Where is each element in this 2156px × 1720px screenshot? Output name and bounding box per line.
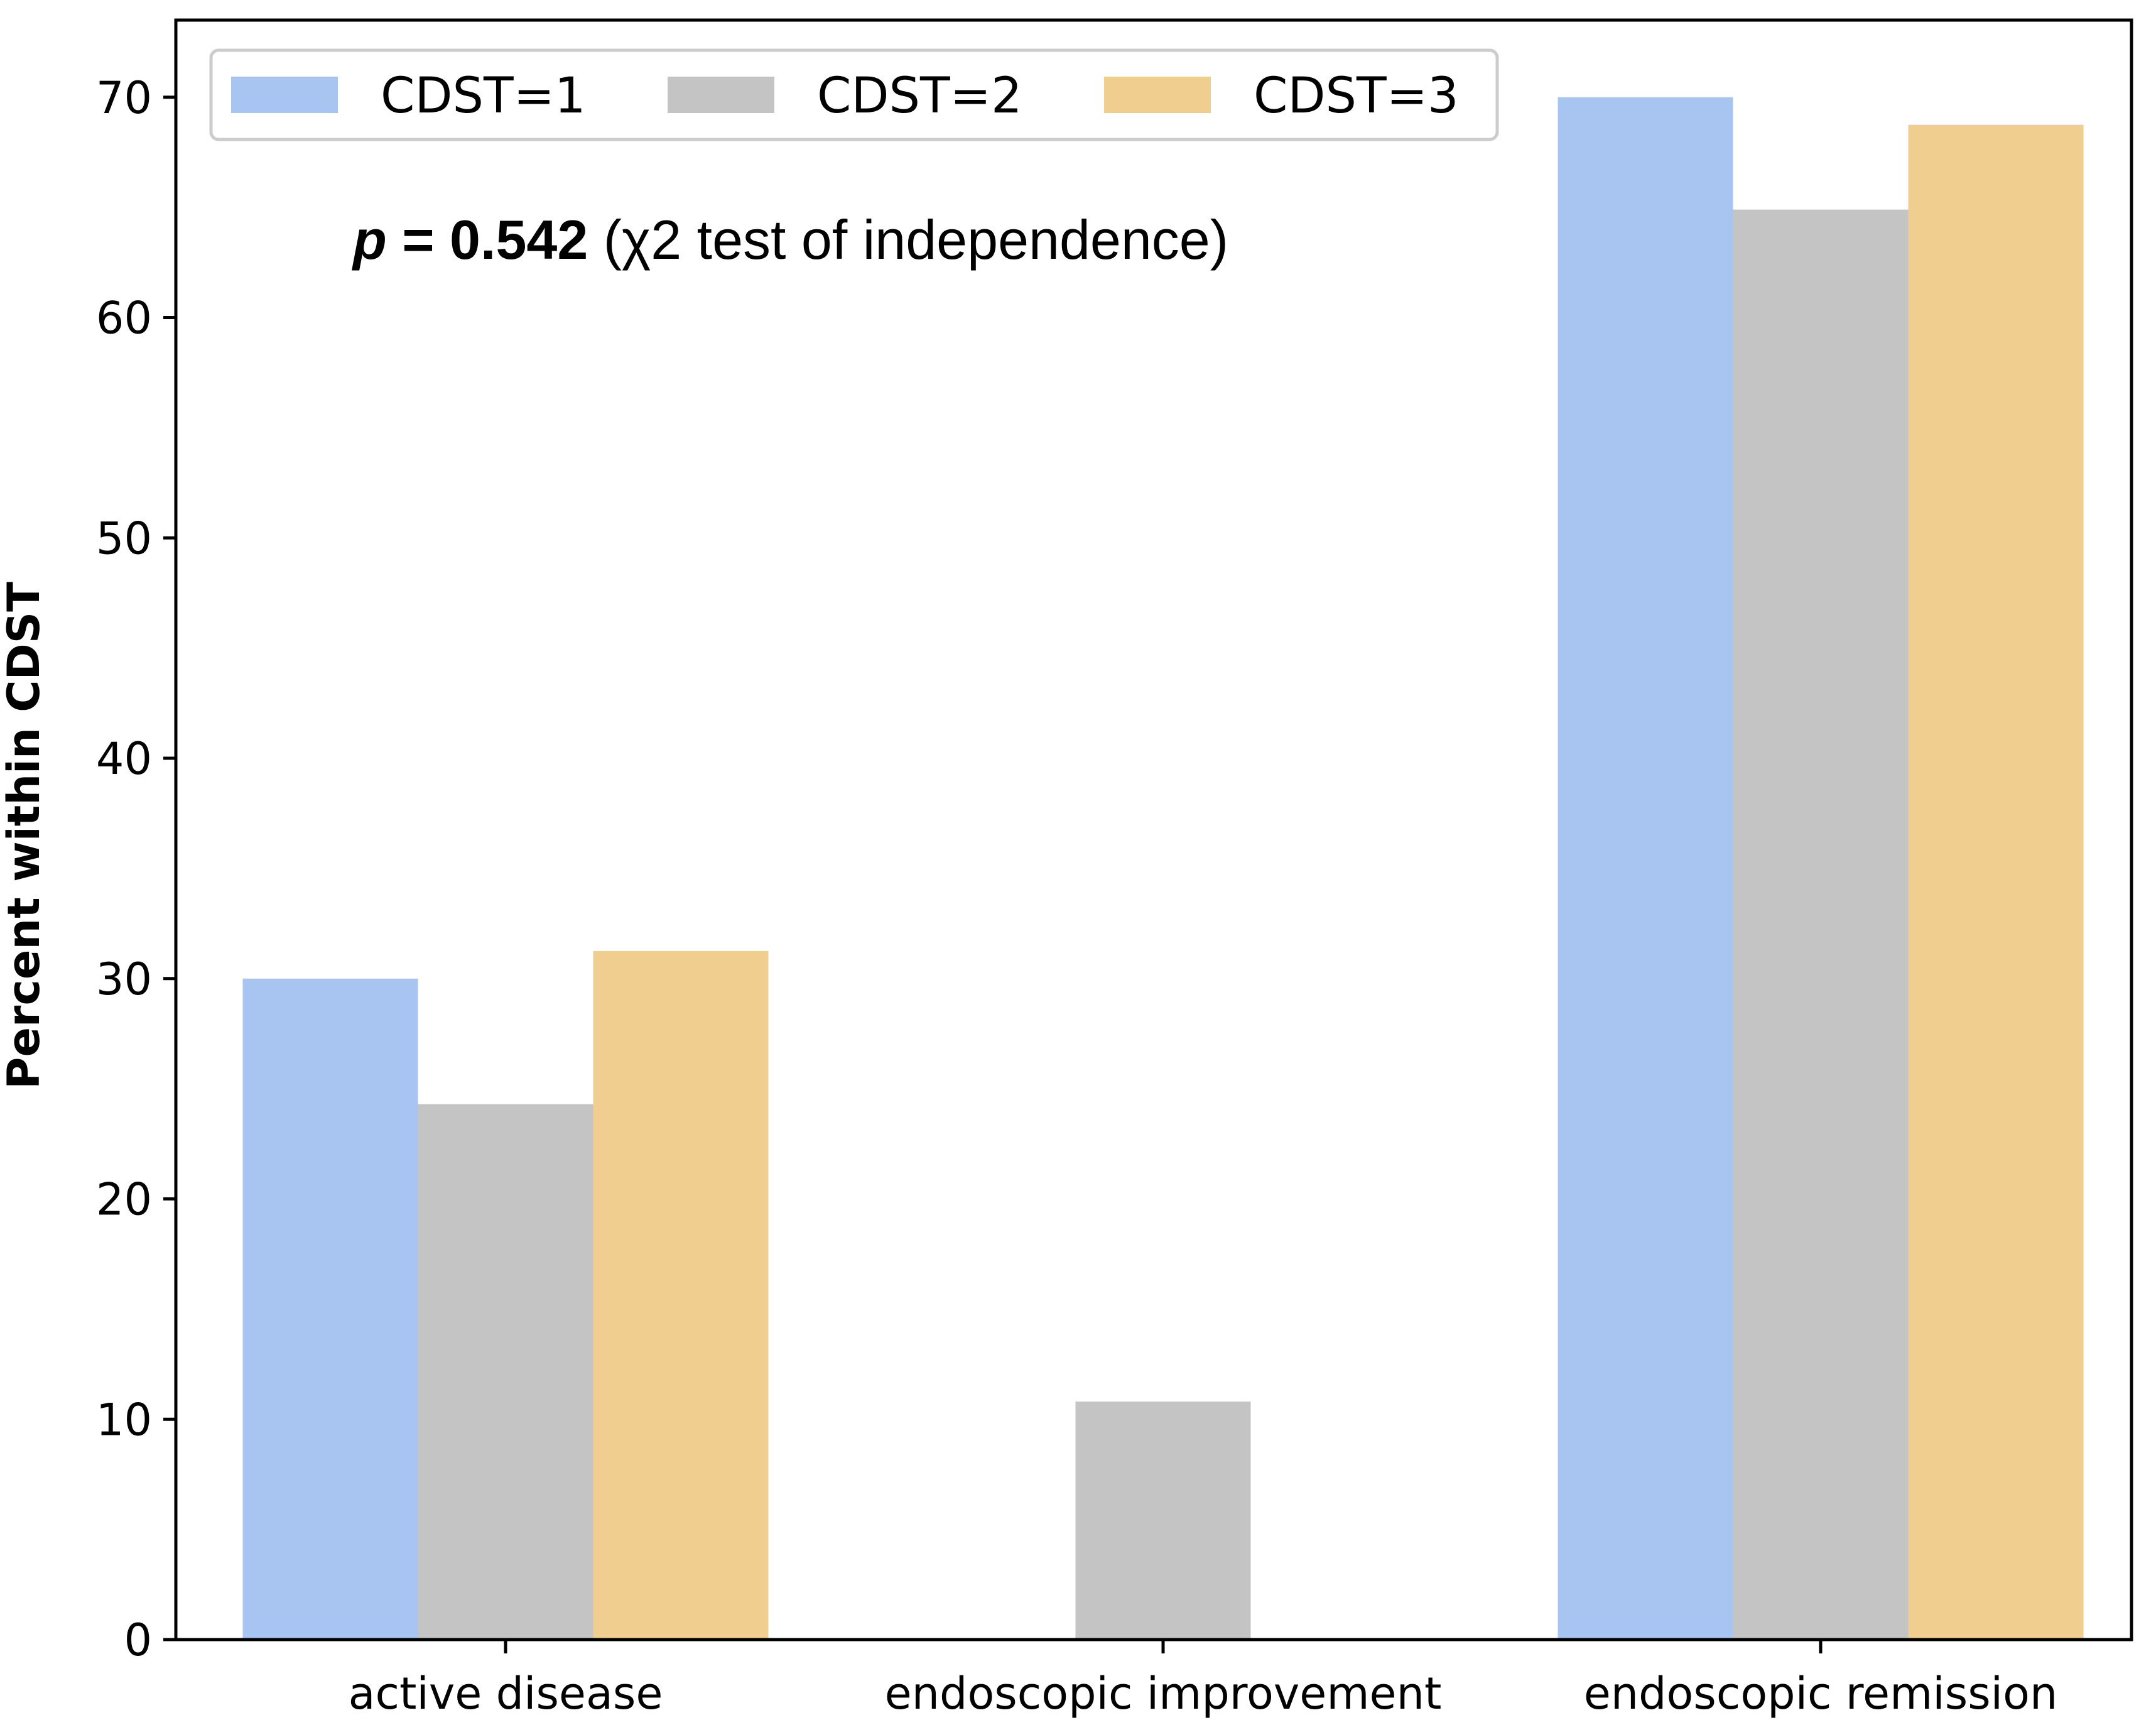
y-tick-label: 0: [124, 1614, 152, 1666]
p-value: = 0.542: [387, 209, 588, 271]
y-axis-title: Percent within CDST: [0, 582, 50, 1089]
p-symbol: p: [352, 209, 387, 271]
bar-cdst2-endoscopic-remission: [1733, 209, 1909, 1640]
x-tick-label: endoscopic remission: [1584, 1668, 2058, 1719]
bar-cdst3-endoscopic-remission: [1908, 124, 2084, 1640]
legend-items: CDST=1 CDST=2 CDST=3: [231, 68, 1459, 124]
bar-cdst1-endoscopic-remission: [1557, 97, 1733, 1640]
bar-cdst2-endoscopic-improvement: [1075, 1402, 1251, 1640]
y-tick-label: 20: [96, 1174, 152, 1226]
x-axis-ticks: active disease endoscopic improvement endo…: [349, 1640, 2058, 1719]
legend-label: CDST=2: [817, 68, 1022, 124]
y-tick-label: 50: [96, 513, 152, 564]
x-tick-label: active disease: [349, 1668, 663, 1719]
y-tick-label: 60: [96, 293, 152, 344]
legend-swatch: [231, 77, 338, 113]
y-axis-ticks: 0 10 20 30 40 50 60 70: [96, 72, 176, 1666]
legend-swatch: [668, 77, 774, 113]
plot-frame: [174, 18, 2133, 1641]
y-tick-label: 30: [96, 954, 152, 1005]
bars-layer: [242, 97, 2084, 1640]
bar-cdst1-active-disease: [242, 978, 418, 1640]
legend: CDST=1 CDST=2 CDST=3: [209, 48, 1499, 141]
x-tick-label: endoscopic improvement: [885, 1668, 1442, 1719]
p-value-annotation: p = 0.542 (χ2 test of independence): [352, 209, 1228, 271]
bar-cdst3-active-disease: [593, 950, 769, 1640]
test-name: (χ2 test of independence): [588, 209, 1228, 271]
y-tick-label: 10: [96, 1394, 152, 1445]
legend-swatch: [1104, 77, 1211, 113]
legend-label: CDST=3: [1254, 68, 1459, 124]
y-tick-label: 40: [96, 733, 152, 785]
bar-cdst2-active-disease: [418, 1104, 593, 1640]
legend-label: CDST=1: [381, 68, 586, 124]
y-tick-label: 70: [96, 72, 152, 124]
legend-frame: [209, 48, 1499, 141]
